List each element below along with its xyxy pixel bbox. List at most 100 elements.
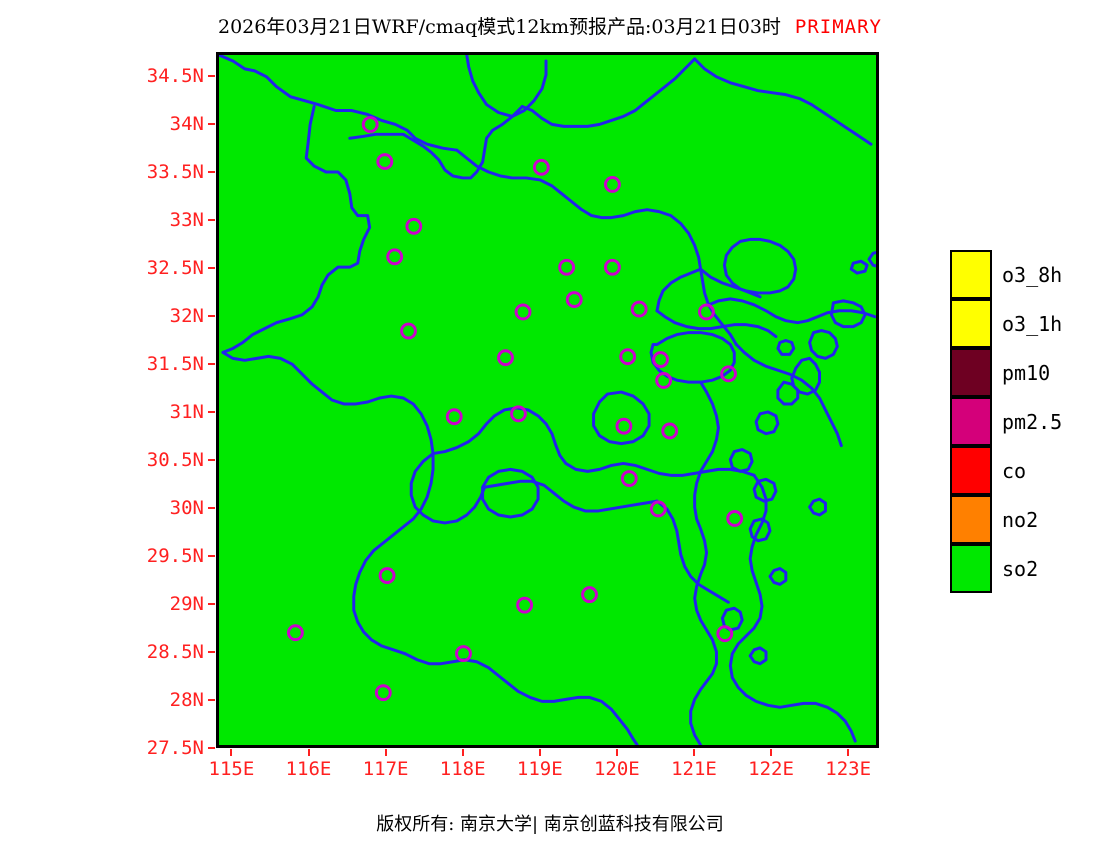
station-marker[interactable] [386,248,404,266]
station-marker[interactable] [649,500,667,518]
latitude-tick-label: 31.5N [146,353,204,375]
latitude-tick-label: 30N [169,497,204,519]
latitude-tick-mark [208,699,215,701]
latitude-tick-label: 30.5N [146,449,204,471]
longitude-tick-label: 123E [825,758,872,780]
latitude-tick-label: 33N [169,209,204,231]
station-marker[interactable] [445,408,463,426]
title-main-text: 2026年03月21日WRF/cmaq模式12km预报产品:03月21日03时 [218,16,781,38]
legend-item-label: o3_8h [1002,263,1063,287]
latitude-tick-label: 28.5N [146,641,204,663]
longitude-tick-mark [847,749,850,756]
station-marker[interactable] [615,417,633,435]
longitude-tick-label: 115E [208,758,255,780]
station-marker[interactable] [698,303,715,321]
station-marker[interactable] [603,176,621,193]
station-marker[interactable] [581,586,598,604]
latitude-tick-mark [208,219,215,221]
title-primary-badge: PRIMARY [794,16,882,38]
station-marker[interactable] [716,625,734,643]
station-marker[interactable] [726,510,744,527]
station-marker[interactable] [378,567,396,584]
legend-item-label: no2 [1002,508,1039,532]
copyright-footer: 版权所有: 南京大学| 南京创蓝科技有限公司 [376,814,724,835]
legend-item-label: co [1002,459,1027,483]
station-marker[interactable] [655,372,673,389]
latitude-tick-mark [208,459,215,461]
legend-color-swatch [950,348,992,397]
station-marker[interactable] [630,300,648,318]
latitude-tick-label: 28N [169,689,204,711]
map-canvas [219,55,876,745]
longitude-tick-mark [307,749,310,756]
station-marker[interactable] [400,322,417,340]
page-title: 2026年03月21日WRF/cmaq模式12km预报产品:03月21日03时 P… [0,12,1100,39]
longitude-tick-mark [384,749,387,756]
latitude-tick-label: 29N [169,593,204,615]
longitude-tick-label: 118E [439,758,486,780]
latitude-tick-mark [208,315,215,317]
latitude-tick-mark [208,363,215,365]
station-marker[interactable] [720,365,737,383]
station-marker[interactable] [652,351,669,368]
legend-item-label: o3_1h [1002,312,1063,336]
longitude-tick-label: 119E [516,758,563,780]
station-marker[interactable] [661,422,679,440]
latitude-tick-mark [208,555,215,557]
station-marker[interactable] [374,684,392,702]
longitude-tick-label: 117E [362,758,409,780]
legend-item-label: pm2.5 [1002,410,1063,434]
latitude-tick-mark [208,171,215,173]
station-marker[interactable] [376,153,394,170]
station-marker[interactable] [620,470,638,487]
station-marker[interactable] [516,596,534,614]
latitude-tick-label: 33.5N [146,161,204,183]
station-marker[interactable] [510,405,527,423]
latitude-tick-mark [208,747,215,749]
station-marker[interactable] [405,217,423,235]
latitude-tick-mark [208,507,215,509]
station-marker[interactable] [455,645,472,663]
latitude-tick-mark [208,411,215,413]
latitude-tick-label: 32.5N [146,257,204,279]
legend-color-swatch [950,544,992,593]
station-markers[interactable] [286,116,744,702]
station-marker[interactable] [619,348,637,366]
latitude-tick-mark [208,603,215,605]
forecast-map[interactable] [216,52,879,748]
longitude-tick-mark [615,749,618,756]
station-marker[interactable] [514,303,532,321]
legend-color-swatch [950,495,992,544]
latitude-tick-label: 32N [169,305,204,327]
map-background [219,55,876,745]
latitude-tick-label: 34N [169,113,204,135]
latitude-tick-mark [208,123,215,125]
longitude-tick-label: 121E [671,758,717,780]
latitude-tick-mark [208,651,215,653]
longitude-tick-label: 116E [285,758,332,780]
province-boundaries [219,55,876,745]
longitude-tick-mark [538,749,541,756]
longitude-tick-mark [230,749,233,756]
legend-color-swatch [950,446,992,495]
latitude-tick-mark [208,75,215,77]
longitude-tick-mark [692,749,695,756]
station-marker[interactable] [558,258,576,276]
longitude-tick-mark [770,749,773,756]
longitude-tick-mark [461,749,464,756]
station-marker[interactable] [286,624,304,642]
legend-color-swatch [950,397,992,446]
longitude-tick-label: 120E [593,758,640,780]
station-marker[interactable] [565,291,583,308]
legend-color-swatch [950,299,992,348]
station-marker[interactable] [603,258,621,276]
legend-item-label: pm10 [1002,361,1051,385]
latitude-tick-label: 31N [169,401,204,423]
station-marker[interactable] [497,349,514,367]
station-marker[interactable] [361,116,379,133]
longitude-tick-label: 122E [748,758,794,780]
legend-item-label: so2 [1002,557,1039,581]
legend-color-swatch [950,250,992,299]
latitude-tick-label: 34.5N [146,65,204,87]
station-marker[interactable] [532,158,550,176]
